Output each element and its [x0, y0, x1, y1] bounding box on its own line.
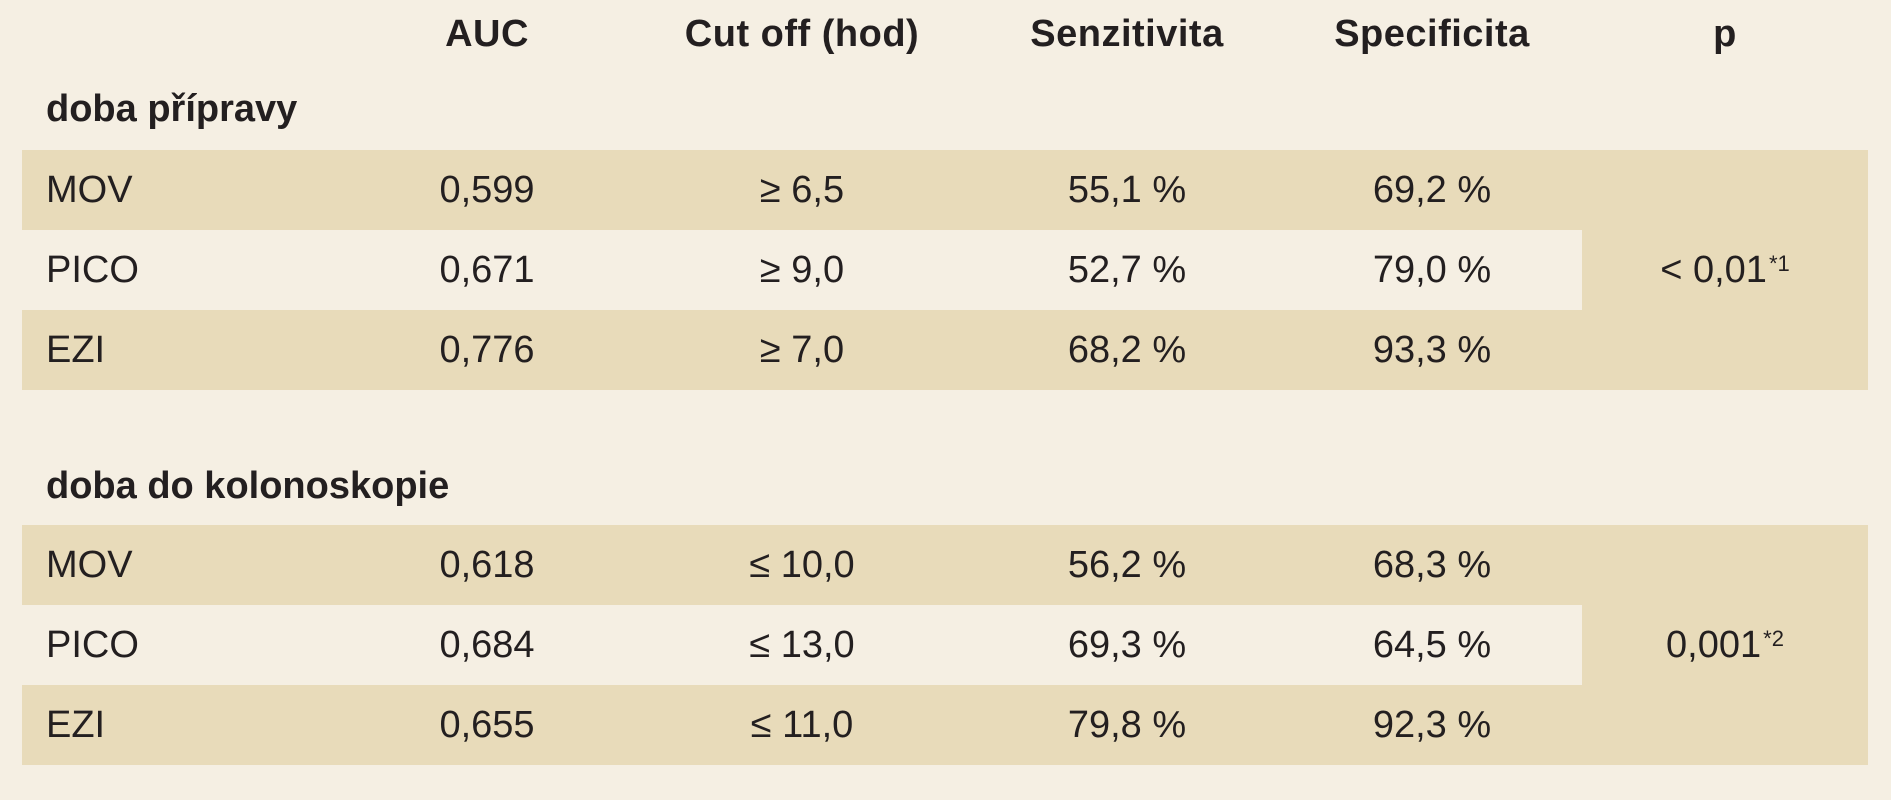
row-sensitivity: 52,7 %: [1067, 248, 1187, 291]
row-specificity: 93,3 %: [1372, 328, 1492, 371]
row-auc: 0,655: [439, 703, 535, 746]
row-cutoff: ≤ 11,0: [750, 703, 854, 746]
row-cutoff: ≤ 10,0: [749, 543, 855, 586]
table-header: AUC Cut off (hod) Senzitivita Specificit…: [22, 0, 1868, 68]
row-name: EZI: [46, 328, 106, 371]
section-title-text: doba do kolonoskopie: [46, 464, 450, 507]
row-specificity: 64,5 %: [1372, 623, 1492, 666]
p-value-note: *2: [1763, 626, 1784, 651]
column-header-specificity: Specificita: [1334, 12, 1530, 55]
column-header-p: p: [1713, 12, 1737, 55]
section-title-colonoscopy: doba do kolonoskopie: [22, 445, 1868, 527]
section-title-text: doba přípravy: [46, 87, 298, 130]
column-header-auc: AUC: [445, 12, 529, 55]
section-title-preparation: doba přípravy: [22, 68, 1868, 150]
row-sensitivity: 79,8 %: [1067, 703, 1187, 746]
row-auc: 0,599: [439, 168, 535, 211]
table-row: EZI 0,655 ≤ 11,0 79,8 % 92,3 %: [22, 685, 1868, 765]
p-value-note: *1: [1768, 251, 1790, 276]
table-row: PICO 0,671 ≥ 9,0 52,7 % 79,0 %: [22, 230, 1868, 310]
row-auc: 0,671: [439, 248, 535, 291]
column-header-cutoff: Cut off (hod): [684, 12, 920, 55]
row-auc: 0,684: [439, 623, 535, 666]
row-cutoff: ≤ 13,0: [749, 623, 855, 666]
p-value: 0,001: [1666, 623, 1762, 666]
row-name: PICO: [46, 248, 139, 291]
p-value: < 0,01: [1660, 248, 1767, 291]
table-row: MOV 0,618 ≤ 10,0 56,2 % 68,3 %: [22, 525, 1868, 605]
row-specificity: 79,0 %: [1372, 248, 1492, 291]
row-cutoff: ≥ 9,0: [759, 248, 845, 291]
row-name: PICO: [46, 623, 139, 666]
row-sensitivity: 55,1 %: [1067, 168, 1187, 211]
row-sensitivity: 56,2 %: [1067, 543, 1187, 586]
row-auc: 0,776: [439, 328, 535, 371]
row-auc: 0,618: [439, 543, 535, 586]
p-value-cell: 0,001 *2: [1582, 525, 1868, 765]
row-name: EZI: [46, 703, 106, 746]
row-cutoff: ≥ 6,5: [759, 168, 845, 211]
table-row: MOV 0,599 ≥ 6,5 55,1 % 69,2 %: [22, 150, 1868, 230]
row-cutoff: ≥ 7,0: [759, 328, 845, 371]
table-row: PICO 0,684 ≤ 13,0 69,3 % 64,5 %: [22, 605, 1868, 685]
row-name: MOV: [46, 543, 133, 586]
row-specificity: 68,3 %: [1372, 543, 1492, 586]
row-name: MOV: [46, 168, 133, 211]
row-sensitivity: 68,2 %: [1067, 328, 1187, 371]
table-row: EZI 0,776 ≥ 7,0 68,2 % 93,3 %: [22, 310, 1868, 390]
p-value-cell: < 0,01 *1: [1582, 150, 1868, 390]
column-header-sensitivity: Senzitivita: [1030, 12, 1224, 55]
row-specificity: 92,3 %: [1372, 703, 1492, 746]
row-sensitivity: 69,3 %: [1067, 623, 1187, 666]
row-specificity: 69,2 %: [1372, 168, 1492, 211]
